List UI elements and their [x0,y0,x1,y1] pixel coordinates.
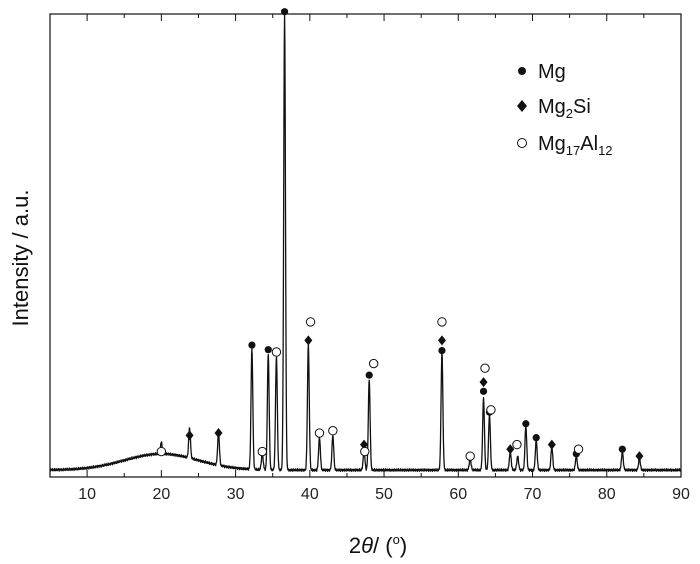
legend-mg-marker [518,67,526,75]
xrd-pattern-line [49,14,682,473]
marker-mg [532,434,540,442]
x-axis-ticks: 10 20 30 40 50 60 70 80 90 [49,14,690,503]
marker-mg17al12 [360,446,370,457]
legend-mg2si-marker [517,100,527,112]
x-tick-label: 50 [375,486,393,503]
legend-mg17al12-label: Mg17Al12 [538,133,613,158]
marker-mg2si [185,430,194,441]
x-axis-title: 2θ/ (o) [349,532,407,558]
x-tick-label: 40 [301,486,319,503]
plot-frame [49,13,682,478]
marker-mg17al12 [437,317,447,327]
marker-mg [618,445,626,453]
x-tick-label: 20 [152,486,170,503]
x-tick-label: 30 [227,486,245,503]
marker-mg17al12 [305,317,316,327]
x-tick-label: 10 [78,486,96,503]
legend-mg2si-label: Mg2Si [538,96,591,121]
x-tick-label: 70 [524,486,542,503]
marker-mg17al12 [156,446,167,457]
marker-mg [522,420,530,428]
x-tick-label: 80 [598,486,616,503]
marker-mg17al12 [368,358,379,369]
marker-mg17al12 [465,451,475,461]
marker-mg2si [437,335,446,346]
plot-area [49,13,682,478]
marker-mg2si [214,428,223,439]
marker-mg2si [547,439,556,450]
legend: Mg Mg2Si Mg17Al12 [517,61,613,158]
marker-mg [365,371,373,379]
marker-mg2si [479,377,488,388]
marker-mg17al12 [257,446,268,457]
marker-mg2si [635,451,644,462]
marker-mg [264,346,272,354]
marker-mg [248,341,256,349]
legend-mg-label: Mg [538,61,566,83]
xrd-pattern [49,14,682,473]
marker-mg17al12 [314,428,325,438]
marker-mg17al12 [486,405,496,415]
x-tick-label: 60 [449,486,467,503]
x-tick-label: 90 [672,486,690,503]
legend-mg17al12-marker [517,138,527,148]
marker-mg17al12 [271,347,282,357]
marker-mg17al12 [573,444,584,454]
marker-mg [479,387,488,395]
marker-mg [280,8,289,16]
marker-mg [438,347,446,355]
marker-mg17al12 [512,439,522,450]
marker-mg17al12 [328,426,338,436]
y-axis-title: Intensity / a.u. [8,190,33,327]
marker-mg2si [506,444,515,455]
marker-mg17al12 [480,363,490,373]
marker-mg2si [304,335,313,346]
peak-markers [156,8,644,462]
